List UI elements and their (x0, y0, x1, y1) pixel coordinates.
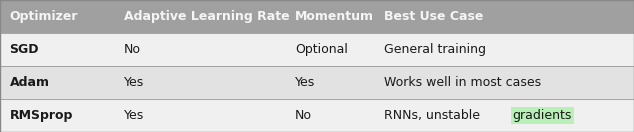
FancyBboxPatch shape (0, 99, 634, 132)
Text: Best Use Case: Best Use Case (384, 10, 483, 23)
Text: RMSprop: RMSprop (10, 109, 73, 122)
Text: General training: General training (384, 43, 486, 56)
FancyBboxPatch shape (0, 33, 634, 66)
Text: Adaptive Learning Rate: Adaptive Learning Rate (124, 10, 289, 23)
Text: Adam: Adam (10, 76, 49, 89)
Text: Optional: Optional (295, 43, 347, 56)
Text: Optimizer: Optimizer (10, 10, 78, 23)
Text: Yes: Yes (124, 109, 144, 122)
Text: RNNs, unstable: RNNs, unstable (384, 109, 484, 122)
Text: Yes: Yes (295, 76, 315, 89)
Text: SGD: SGD (10, 43, 39, 56)
Text: Works well in most cases: Works well in most cases (384, 76, 541, 89)
Text: No: No (295, 109, 312, 122)
Text: No: No (124, 43, 141, 56)
Text: gradients: gradients (513, 109, 572, 122)
FancyBboxPatch shape (0, 66, 634, 99)
FancyBboxPatch shape (0, 0, 634, 33)
Text: Yes: Yes (124, 76, 144, 89)
Text: Momentum: Momentum (295, 10, 374, 23)
